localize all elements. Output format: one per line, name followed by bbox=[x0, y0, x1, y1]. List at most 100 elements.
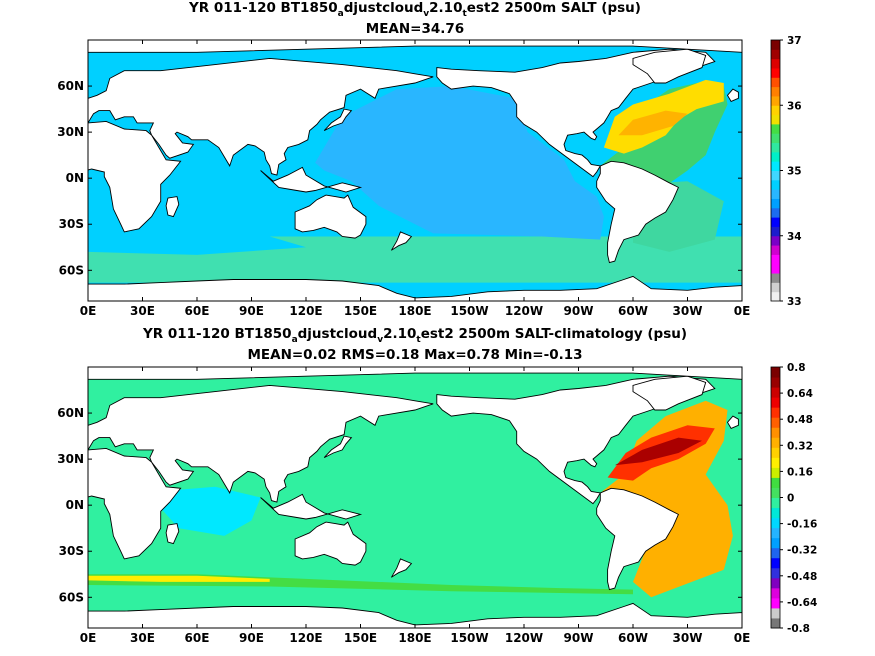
colorbar-tick-label: 0.16 bbox=[787, 466, 813, 478]
colorbar-swatch bbox=[771, 567, 780, 579]
colorbar-swatch bbox=[771, 226, 780, 237]
colorbar-swatch bbox=[771, 105, 780, 116]
colorbar-swatch bbox=[771, 407, 780, 418]
colorbar-swatch bbox=[771, 417, 780, 428]
map-panel-2: 0E 30E 60E 90E 120E 150E 180E 150W 120W 90W 60W 30W… bbox=[57, 326, 817, 645]
colorbar-tick-label: 33 bbox=[787, 296, 802, 308]
title-fragment: djustcloud bbox=[344, 0, 424, 16]
colorbar-swatch bbox=[771, 507, 780, 519]
title-fragment: est2 2500m SALT-climatology (psu) bbox=[421, 326, 687, 342]
indian-ocean-anomaly bbox=[160, 486, 261, 536]
x-tick-label: 120E bbox=[289, 631, 322, 645]
colorbar-swatch bbox=[771, 95, 780, 106]
colorbar-swatch bbox=[771, 397, 780, 408]
colorbar-swatch bbox=[771, 477, 780, 488]
y-tick-label: 30N bbox=[57, 125, 84, 139]
x-tick-label: 60E bbox=[185, 304, 210, 318]
x-tick-label: 0E bbox=[734, 304, 751, 318]
colorbar-swatch bbox=[771, 547, 780, 559]
map-field bbox=[88, 367, 742, 628]
title-fragment: v bbox=[423, 9, 429, 19]
colorbar-swatch bbox=[771, 123, 780, 134]
colorbar-swatch bbox=[771, 217, 780, 227]
map-panel-1: 0E 30E 60E 90E 120E 150E 180E 150W 120W 90W 60W 30W… bbox=[57, 0, 802, 318]
land-japan bbox=[323, 108, 353, 132]
colorbar-swatch bbox=[771, 497, 780, 509]
y-tick-label: 60N bbox=[57, 406, 84, 420]
land-americaNorth bbox=[436, 48, 716, 178]
colorbar-swatch bbox=[771, 161, 780, 171]
colorbar-swatch bbox=[771, 367, 780, 378]
title-fragment: YR 011-120 BT1850 bbox=[142, 326, 292, 342]
colorbar-swatch bbox=[771, 557, 780, 569]
colorbar-tick-label: -0.32 bbox=[787, 545, 817, 557]
x-tick-label: 90E bbox=[239, 631, 264, 645]
land-greenland bbox=[632, 375, 707, 411]
x-tick-label: 30E bbox=[130, 304, 155, 318]
x-tick-label: 120W bbox=[505, 304, 543, 318]
colorbar-tick-label: 34 bbox=[787, 231, 802, 243]
colorbar-swatch bbox=[771, 114, 780, 125]
colorbar-swatch bbox=[771, 40, 780, 50]
land-japan bbox=[323, 435, 353, 459]
land-antarctica bbox=[88, 602, 742, 628]
x-tick-label: 120W bbox=[505, 631, 543, 645]
title-fragment: djustcloud bbox=[298, 326, 378, 342]
colorbar-swatch bbox=[771, 67, 780, 78]
colorbar-tick-label: 0.48 bbox=[787, 414, 813, 426]
land-newzealand bbox=[391, 558, 413, 578]
atlantic-max-anomaly bbox=[614, 437, 702, 466]
y-tick-label: 0N bbox=[66, 171, 84, 185]
colorbar-tick-label: 37 bbox=[787, 35, 802, 47]
x-tick-label: 30E bbox=[130, 631, 155, 645]
land-indonesia bbox=[260, 166, 363, 193]
colorbar-swatch bbox=[771, 273, 780, 283]
colorbar-tick-label: 0.8 bbox=[787, 362, 806, 374]
colorbar-swatch bbox=[771, 291, 780, 302]
colorbar-swatch bbox=[771, 245, 780, 255]
land-uk bbox=[726, 88, 739, 102]
colorbar-swatch bbox=[771, 387, 780, 398]
y-tick-label: 30N bbox=[57, 452, 84, 466]
colorbar-swatch bbox=[771, 179, 780, 190]
x-tick-label: 30W bbox=[673, 304, 703, 318]
colorbar-swatch bbox=[771, 133, 780, 144]
land-americaSouth bbox=[596, 487, 679, 591]
colorbar-tick-label: 35 bbox=[787, 166, 802, 178]
colorbar-tick-label: 0.32 bbox=[787, 440, 813, 452]
title-fragment: est2 2500m SALT (psu) bbox=[467, 0, 641, 16]
x-tick-label: 150E bbox=[344, 631, 377, 645]
x-tick-label: 120E bbox=[289, 304, 322, 318]
colorbar-swatch bbox=[771, 170, 780, 181]
colorbar-swatch bbox=[771, 189, 780, 199]
colorbar-tick-label: 36 bbox=[787, 100, 802, 112]
colorbar-swatch bbox=[771, 282, 780, 293]
colorbar-swatch bbox=[771, 198, 780, 209]
land-australia bbox=[294, 194, 367, 239]
x-tick-label: 150E bbox=[344, 304, 377, 318]
colorbar-swatch bbox=[771, 235, 780, 246]
land-newzealand bbox=[391, 231, 413, 251]
title-fragment: t bbox=[416, 335, 421, 345]
colorbar-swatch bbox=[771, 254, 780, 265]
title-fragment: 2.10 bbox=[429, 0, 462, 16]
colorbar-swatch bbox=[771, 142, 780, 153]
colorbar-swatch bbox=[771, 467, 780, 478]
x-tick-label: 30W bbox=[673, 631, 703, 645]
colorbar-swatch bbox=[771, 49, 780, 60]
y-tick-label: 60S bbox=[59, 590, 84, 604]
colorbar-swatch bbox=[771, 517, 780, 529]
title-fragment: a bbox=[338, 9, 344, 19]
x-tick-label: 0E bbox=[80, 304, 97, 318]
colorbar-swatch bbox=[771, 427, 780, 438]
y-tick-label: 60S bbox=[59, 263, 84, 277]
x-tick-label: 150W bbox=[450, 304, 488, 318]
x-tick-label: 90W bbox=[564, 631, 594, 645]
x-tick-label: 60E bbox=[185, 631, 210, 645]
colorbar-swatch bbox=[771, 527, 780, 539]
colorbar-tick-label: 0.64 bbox=[787, 388, 813, 400]
title-fragment: a bbox=[292, 335, 298, 345]
colorbar-swatch bbox=[771, 597, 780, 609]
southern-anomaly-band bbox=[88, 575, 270, 582]
